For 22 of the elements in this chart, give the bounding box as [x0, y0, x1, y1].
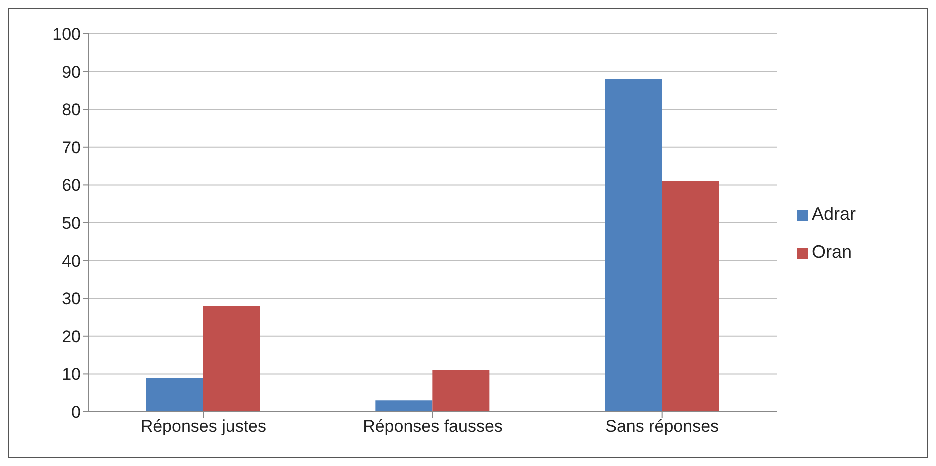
- y-tick-label: 60: [62, 176, 81, 196]
- bar: [662, 181, 719, 412]
- legend-label: Oran: [812, 242, 852, 262]
- y-tick-label: 50: [62, 214, 81, 234]
- y-tick-label: 30: [62, 290, 81, 309]
- y-tick-label: 100: [52, 25, 81, 44]
- y-tick-label: 10: [62, 365, 81, 384]
- x-tick-label: Réponses justes: [140, 417, 267, 436]
- x-tick-label: Réponses fausses: [363, 417, 503, 436]
- y-tick-label: 0: [72, 403, 81, 422]
- bar: [376, 400, 433, 412]
- y-tick-label: 20: [62, 327, 81, 346]
- bar: [203, 306, 260, 412]
- y-tick-label: 40: [62, 252, 81, 271]
- legend-label: Adrar: [812, 204, 856, 224]
- x-tick-label: Sans réponses: [606, 417, 720, 436]
- bar: [432, 370, 490, 412]
- y-tick-label: 80: [62, 100, 81, 120]
- bar: [605, 79, 662, 412]
- y-tick-label: 70: [62, 138, 81, 158]
- bar: [146, 378, 204, 412]
- y-tick-label: 90: [62, 62, 81, 82]
